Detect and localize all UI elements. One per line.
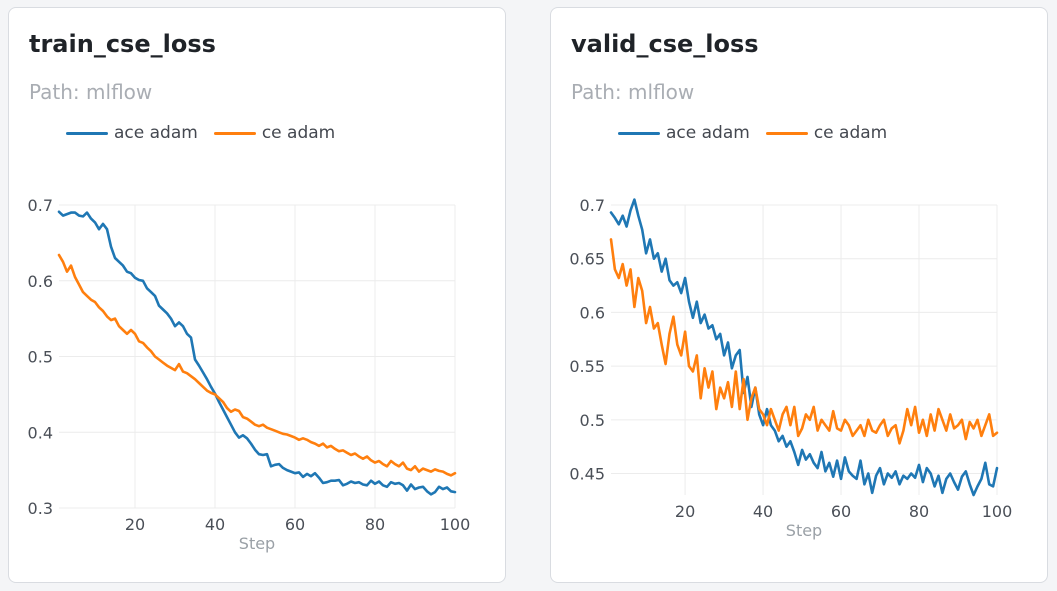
chart-panel-valid-cse-loss: valid_cse_loss Path: mlflow ace adam ce … xyxy=(550,7,1048,583)
y-tick-label: 0.3 xyxy=(28,499,53,518)
y-tick-label: 0.45 xyxy=(569,465,605,484)
legend-label: ce adam xyxy=(813,123,888,143)
y-tick-label: 0.6 xyxy=(580,303,605,322)
x-tick-label: 40 xyxy=(753,502,773,521)
chart-title: train_cse_loss xyxy=(29,30,216,58)
series-line-ce-adam xyxy=(609,238,999,445)
line-chart-plot[interactable]: 20 40 60 80 100 0.45 0.5 0.55 0.6 0.65 0.7 Step xyxy=(551,8,1049,584)
legend-swatch-ace-adam xyxy=(66,131,108,135)
chart-panel-train-cse-loss: train_cse_loss Path: mlflow ace adam ce … xyxy=(8,7,506,583)
series-line-ce-adam xyxy=(57,253,457,477)
y-tick-label: 0.55 xyxy=(569,357,605,376)
x-axis-title: Step xyxy=(786,521,822,540)
chart-subtitle-path: Path: mlflow xyxy=(29,80,153,104)
y-tick-label: 0.5 xyxy=(580,411,605,430)
legend-swatch-ace-adam xyxy=(618,131,660,135)
y-tick-label: 0.6 xyxy=(28,272,53,291)
y-tick-label: 0.7 xyxy=(580,196,605,215)
y-tick-label: 0.7 xyxy=(28,196,53,215)
legend-item-ace-adam[interactable]: ace adam xyxy=(618,123,750,143)
legend-item-ce-adam[interactable]: ce adam xyxy=(213,123,336,143)
line-chart-plot[interactable]: 20 40 60 80 100 0.3 0.4 0.5 0.6 0.7 Step xyxy=(9,8,507,584)
y-tick-label: 0.5 xyxy=(28,348,53,367)
x-tick-label: 20 xyxy=(125,515,145,534)
chart-legend: ace adam ce adam xyxy=(66,120,335,146)
x-tick-label: 100 xyxy=(440,515,471,534)
legend-label: ace adam xyxy=(666,123,750,143)
legend-item-ace-adam[interactable]: ace adam xyxy=(66,123,198,143)
legend-swatch-ce-adam xyxy=(765,131,808,135)
x-tick-label: 100 xyxy=(982,502,1013,521)
chart-title: valid_cse_loss xyxy=(571,30,759,58)
chart-legend: ace adam ce adam xyxy=(618,120,887,146)
chart-subtitle-path: Path: mlflow xyxy=(571,80,695,104)
x-tick-label: 80 xyxy=(365,515,385,534)
x-axis-title: Step xyxy=(239,534,275,553)
legend-item-ce-adam[interactable]: ce adam xyxy=(765,123,888,143)
series-line-ace-adam xyxy=(609,198,999,497)
x-tick-label: 60 xyxy=(285,515,305,534)
legend-label: ace adam xyxy=(114,123,198,143)
x-tick-label: 80 xyxy=(909,502,929,521)
legend-swatch-ce-adam xyxy=(213,131,256,135)
series-line-ace-adam xyxy=(57,210,457,496)
legend-label: ce adam xyxy=(261,123,336,143)
x-tick-label: 40 xyxy=(205,515,225,534)
y-tick-label: 0.4 xyxy=(28,423,53,442)
x-tick-label: 60 xyxy=(831,502,851,521)
y-tick-label: 0.65 xyxy=(569,250,605,269)
x-tick-label: 20 xyxy=(675,502,695,521)
